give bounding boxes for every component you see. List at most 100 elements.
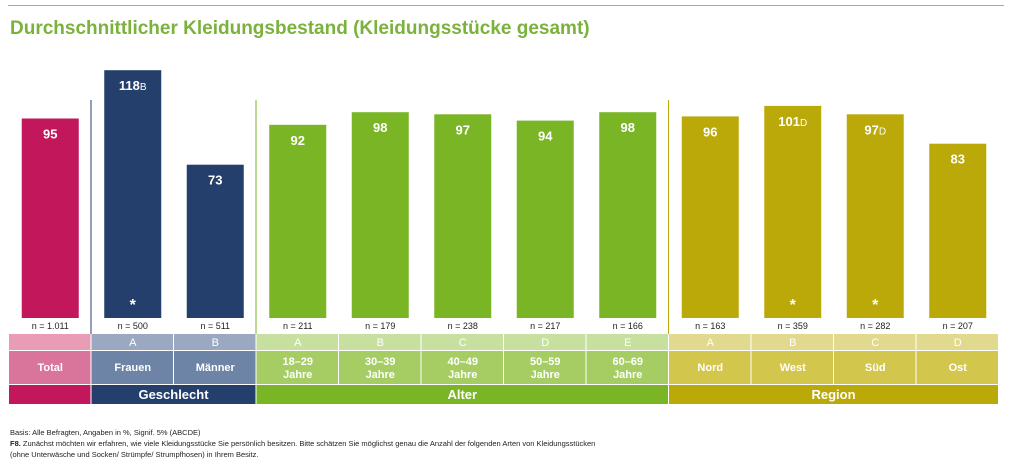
value-label: 98 (373, 120, 387, 135)
category-label: Nord (697, 362, 723, 374)
footnote-question-id: F8. (10, 439, 21, 448)
bar (21, 118, 79, 318)
category-cell (586, 351, 668, 384)
column-letter: D (541, 337, 549, 349)
significance-star: * (872, 297, 879, 314)
sample-size-label: n = 359 (778, 321, 808, 331)
group-label: Region (811, 387, 855, 402)
category-cell (9, 351, 91, 384)
column-letter: D (954, 337, 962, 349)
sample-size-label: n = 238 (448, 321, 478, 331)
category-label: Frauen (114, 362, 151, 374)
letter-cell (504, 334, 586, 350)
category-label: 18–29 (282, 356, 313, 368)
bar (929, 143, 987, 318)
bar (764, 105, 822, 319)
letter-cell (91, 334, 173, 350)
letter-cell (339, 334, 421, 350)
value-label: 101D (778, 114, 807, 129)
top-rule (8, 5, 1004, 6)
category-cell (174, 351, 256, 384)
category-label: West (780, 362, 806, 374)
sample-size-label: n = 207 (943, 321, 973, 331)
category-cell (916, 351, 998, 384)
category-cell (669, 351, 751, 384)
category-label: 40–49 (447, 356, 478, 368)
group-label: Geschlecht (138, 387, 209, 402)
bar (516, 120, 574, 318)
category-cell (504, 351, 586, 384)
column-letter: E (624, 337, 631, 349)
column-letter: C (871, 337, 879, 349)
footnote-question-line2: (ohne Unterwäsche und Socken/ Strümpfe/ … (10, 450, 259, 459)
letter-cell (669, 334, 751, 350)
category-label: Männer (196, 362, 236, 374)
category-label: Jahre (283, 369, 312, 381)
column-letter: A (707, 337, 715, 349)
bar (269, 124, 327, 318)
significance-star: * (790, 297, 797, 314)
category-label: Jahre (448, 369, 477, 381)
letter-cell (751, 334, 833, 350)
letter-cell (834, 334, 916, 350)
category-cell (421, 351, 503, 384)
value-label: 96 (703, 124, 717, 139)
bar (846, 114, 904, 318)
sample-size-label: n = 179 (365, 321, 395, 331)
group-label: Alter (447, 387, 477, 402)
bar (599, 112, 657, 318)
category-cell (91, 351, 173, 384)
group-band (91, 385, 256, 404)
column-letter: C (459, 337, 467, 349)
category-label: Total (38, 362, 63, 374)
sample-size-label: n = 211 (283, 321, 313, 331)
category-label: Jahre (531, 369, 560, 381)
letter-cell (256, 334, 338, 350)
category-label: Jahre (613, 369, 642, 381)
footnote-question-line1: Zunächst möchten wir erfahren, wie viele… (20, 439, 596, 448)
value-label: 97D (864, 122, 886, 137)
column-letter: B (377, 337, 384, 349)
sample-size-label: n = 163 (695, 321, 725, 331)
sample-size-label: n = 500 (118, 321, 148, 331)
category-label: Ost (949, 362, 968, 374)
column-letter: A (129, 337, 137, 349)
chart-title: Durchschnittlicher Kleidungsbestand (Kle… (10, 18, 590, 39)
letter-cell (9, 334, 91, 350)
value-label: 95 (43, 127, 57, 142)
group-band (256, 385, 668, 404)
category-cell (834, 351, 916, 384)
group-band (9, 385, 91, 404)
column-letter: A (294, 337, 302, 349)
bar (434, 114, 492, 318)
bar (186, 164, 244, 318)
letter-cell (586, 334, 668, 350)
value-label: 83 (951, 152, 965, 167)
category-label: 50–59 (530, 356, 561, 368)
letter-cell (174, 334, 256, 350)
group-band (669, 385, 998, 404)
category-cell (339, 351, 421, 384)
column-letter: B (212, 337, 219, 349)
category-cell (256, 351, 338, 384)
category-label: 60–69 (612, 356, 643, 368)
significance-star: * (130, 297, 137, 314)
category-label: Jahre (366, 369, 395, 381)
category-cell (751, 351, 833, 384)
sample-size-label: n = 217 (530, 321, 560, 331)
value-label: 73 (208, 173, 222, 188)
value-label: 97 (456, 122, 470, 137)
value-label: 94 (538, 129, 553, 144)
footnote-question: F8. Zunächst möchten wir erfahren, wie v… (10, 439, 595, 448)
sample-size-label: n = 1.011 (32, 321, 69, 331)
value-label: 118B (119, 78, 147, 93)
sample-size-label: n = 166 (613, 321, 643, 331)
column-letter: B (789, 337, 796, 349)
sample-size-label: n = 511 (200, 321, 230, 331)
bar (351, 112, 409, 318)
sample-size-label: n = 282 (860, 321, 890, 331)
category-label: 30–39 (365, 356, 396, 368)
letter-cell (916, 334, 998, 350)
bar (104, 70, 162, 318)
value-label: 92 (291, 133, 305, 148)
